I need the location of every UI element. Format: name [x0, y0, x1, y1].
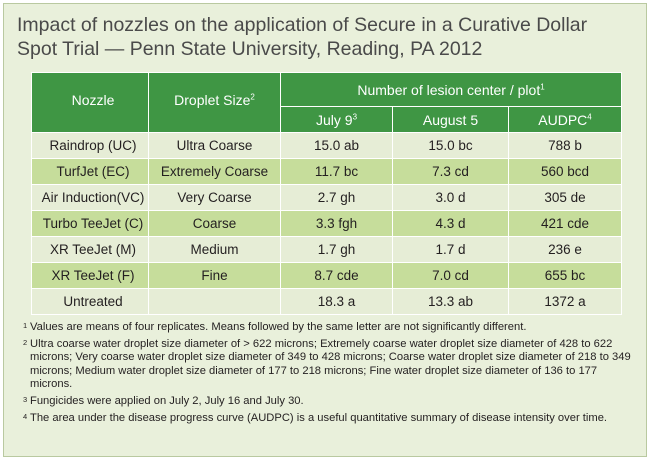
footnote-number: 2 [23, 338, 28, 348]
cell-audpc: 788 b [507, 132, 623, 159]
table-row: XR TeeJet (M) Medium 1.7 gh 1.7 d 236 e [31, 236, 623, 263]
table-row: Air Induction(VC) Very Coarse 2.7 gh 3.0… [31, 184, 623, 211]
table-header: Nozzle Droplet Size2 Number of lesion ce… [31, 72, 623, 133]
footnote-ref-1: 1 [540, 81, 545, 91]
cell-droplet: Very Coarse [148, 184, 281, 211]
table-title: Impact of nozzles on the application of … [17, 13, 637, 61]
cell-july: 2.7 gh [280, 184, 393, 211]
title-line-1: Impact of nozzles on the application of … [17, 14, 588, 36]
header-audpc: AUDPC4 [507, 106, 623, 133]
footnote-number: 3 [23, 395, 28, 405]
cell-audpc: 560 bcd [507, 158, 623, 185]
header-lesion-group: Number of lesion center / plot1 [279, 72, 623, 107]
cell-august: 15.0 bc [392, 132, 509, 159]
cell-nozzle: XR TeeJet (M) [31, 236, 149, 263]
footnote-ref-3: 3 [352, 111, 358, 121]
header-august: August 5 [392, 106, 509, 133]
cell-july: 18.3 a [280, 288, 393, 315]
cell-droplet: Extremely Coarse [148, 158, 281, 185]
cell-nozzle: Air Induction(VC) [31, 184, 149, 211]
cell-droplet: Fine [148, 262, 281, 289]
cell-july: 11.7 bc [280, 158, 393, 185]
header-nozzle: Nozzle [31, 72, 149, 133]
footnote-text: Ultra coarse water droplet size diameter… [30, 338, 631, 390]
cell-august: 3.0 d [392, 184, 509, 211]
footnote-number: 4 [23, 412, 28, 422]
table-row: Turbo TeeJet (C) Coarse 3.3 fgh 4.3 d 42… [31, 210, 623, 237]
cell-august: 4.3 d [392, 210, 509, 237]
cell-august: 7.0 cd [392, 262, 509, 289]
table-row: Raindrop (UC) Ultra Coarse 15.0 ab 15.0 … [31, 132, 623, 159]
cell-nozzle: Untreated [31, 288, 149, 315]
footnote-number: 1 [23, 321, 28, 330]
cell-july: 3.3 fgh [280, 210, 393, 237]
footnote-ref-2: 2 [250, 92, 255, 102]
footnote-text: The area under the disease progress curv… [30, 412, 608, 425]
cell-nozzle: XR TeeJet (F) [31, 262, 149, 289]
cell-nozzle: TurfJet (EC) [31, 158, 149, 185]
table-body: Raindrop (UC) Ultra Coarse 15.0 ab 15.0 … [31, 132, 623, 315]
footnote-2: 2 Ultra coarse water droplet size diamet… [23, 338, 633, 391]
cell-nozzle: Turbo TeeJet (C) [31, 210, 149, 237]
cell-nozzle: Raindrop (UC) [31, 132, 149, 159]
header-droplet-size: Droplet Size2 [148, 72, 281, 133]
results-table: Nozzle Droplet Size2 Number of lesion ce… [31, 72, 623, 315]
footnote-text: Fungicides were applied on July 2, July … [30, 395, 304, 408]
table-row: XR TeeJet (F) Fine 8.7 cde 7.0 cd 655 bc [31, 262, 623, 289]
cell-july: 15.0 ab [280, 132, 393, 159]
cell-audpc: 421 cde [507, 210, 623, 237]
cell-august: 13.3 ab [392, 288, 509, 315]
cell-droplet: Coarse [148, 210, 281, 237]
cell-august: 1.7 d [392, 236, 509, 263]
header-july: July 93 [280, 106, 393, 133]
cell-july: 8.7 cde [280, 262, 393, 289]
footnote-ref-4: 4 [587, 111, 592, 121]
footnote-3: 3 Fungicides were applied on July 2, Jul… [23, 395, 633, 408]
cell-july: 1.7 gh [280, 236, 393, 263]
cell-audpc: 305 de [507, 184, 623, 211]
footnotes: 1 Values are means of four replicates. M… [23, 321, 633, 429]
table-row: Untreated 18.3 a 13.3 ab 1372 a [31, 288, 623, 315]
cell-audpc: 236 e [507, 236, 623, 263]
cell-droplet: Medium [148, 236, 281, 263]
cell-droplet: Ultra Coarse [148, 132, 281, 159]
title-line-2: Spot Trial — Penn State University, Read… [17, 38, 483, 60]
cell-audpc: 1372 a [507, 288, 623, 315]
table-row: TurfJet (EC) Extremely Coarse 11.7 bc 7.… [31, 158, 623, 185]
cell-audpc: 655 bc [507, 262, 623, 289]
cell-droplet [148, 288, 281, 315]
cell-august: 7.3 cd [392, 158, 509, 185]
footnote-text: Values are means of four replicates. Mea… [30, 321, 527, 333]
footnote-4: 4 The area under the disease progress cu… [23, 412, 633, 425]
footnote-1: 1 Values are means of four replicates. M… [23, 321, 633, 334]
